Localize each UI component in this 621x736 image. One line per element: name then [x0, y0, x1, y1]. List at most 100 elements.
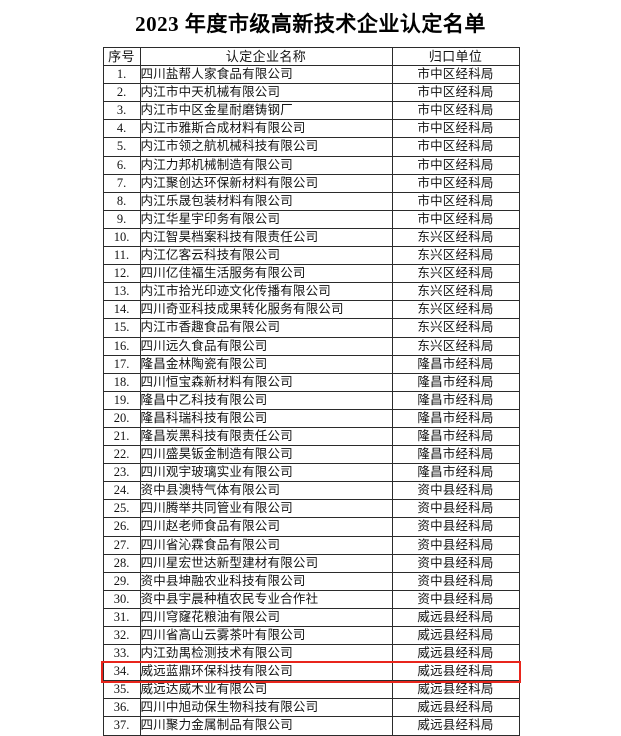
- cell-company-name: 四川恒宝森新材料有限公司: [139, 372, 393, 392]
- cell-authority: 东兴区经科局: [391, 318, 520, 338]
- cell-company-name: 内江乐晟包装材料有限公司: [139, 191, 393, 211]
- cell-index: 18.: [102, 372, 141, 392]
- cell-index: 19.: [102, 390, 141, 410]
- cell-index: 4.: [102, 119, 141, 139]
- column-header-authority: 归口单位: [391, 46, 520, 67]
- cell-index: 11.: [102, 246, 141, 266]
- cell-company-name: 内江市雅斯合成材料有限公司: [139, 119, 393, 139]
- cell-company-name: 隆昌金林陶瓷有限公司: [139, 354, 393, 374]
- cell-authority: 市中区经科局: [391, 173, 520, 193]
- table-row: 34. 威远蓝鼎环保科技有限公司 威远县经科局: [102, 662, 520, 682]
- cell-authority: 市中区经科局: [391, 65, 520, 85]
- cell-company-name: 四川赵老师食品有限公司: [139, 517, 393, 537]
- cell-authority: 东兴区经科局: [391, 264, 520, 284]
- cell-company-name: 四川聚力金属制品有限公司: [139, 716, 393, 736]
- cell-company-name: 内江智昊档案科技有限责任公司: [139, 227, 393, 248]
- cell-index: 3.: [102, 101, 141, 121]
- table-row: 28. 四川星宏世达新型建材有限公司 资中县经科局: [102, 553, 520, 573]
- cell-company-name: 四川中旭动保生物科技有限公司: [139, 698, 393, 718]
- table-row: 9. 内江华星宇印务有限公司 市中区经科局: [102, 209, 520, 229]
- table-container: 序号 认定企业名称 归口单位 1. 四川盐帮人家食品有限公司 市中区经科局 2. 内江市…: [100, 46, 521, 736]
- table-row: 6. 内江力邦机械制造有限公司 市中区经科局: [102, 155, 520, 175]
- cell-index: 24.: [102, 481, 141, 501]
- table-row: 7. 内江聚创达环保新材料有限公司 市中区经科局: [102, 173, 520, 193]
- cell-index: 36.: [102, 698, 141, 718]
- cell-company-name: 内江亿客云科技有限公司: [139, 246, 393, 266]
- cell-authority: 威远县经科局: [391, 698, 520, 718]
- cell-authority: 隆昌市经科局: [391, 408, 520, 428]
- page-title: 2023 年度市级高新技术企业认定名单: [135, 12, 486, 36]
- cell-authority: 资中县经科局: [391, 571, 520, 591]
- cell-index: 13.: [102, 282, 141, 302]
- cell-index: 34.: [102, 662, 141, 682]
- cell-index: 21.: [102, 426, 141, 447]
- table-row: 35. 威远达威木业有限公司 威远县经科局: [102, 680, 520, 700]
- cell-index: 14.: [102, 300, 141, 320]
- cell-authority: 威远县经科局: [391, 607, 520, 628]
- cell-index: 7.: [102, 173, 141, 193]
- table-row: 1. 四川盐帮人家食品有限公司 市中区经科局: [102, 65, 520, 85]
- cell-company-name: 四川省高山云雾茶叶有限公司: [139, 625, 393, 646]
- table-row: 5. 内江市领之航机械科技有限公司 市中区经科局: [102, 137, 520, 157]
- cell-company-name: 内江市拾光印迹文化传播有限公司: [139, 282, 393, 302]
- cell-authority: 市中区经科局: [391, 101, 520, 121]
- cell-index: 23.: [102, 463, 141, 483]
- table-row: 12. 四川亿佳福生活服务有限公司 东兴区经科局: [102, 264, 520, 284]
- cell-authority: 市中区经科局: [391, 83, 520, 103]
- cell-index: 8.: [102, 191, 141, 211]
- table-row: 10. 内江智昊档案科技有限责任公司 东兴区经科局: [102, 227, 520, 248]
- cell-index: 32.: [102, 625, 141, 646]
- table-row: 26. 四川赵老师食品有限公司 资中县经科局: [102, 517, 520, 537]
- cell-company-name: 四川盛昊钣金制造有限公司: [139, 445, 393, 465]
- cell-company-name: 隆昌炭黑科技有限责任公司: [139, 426, 393, 447]
- table-row: 4. 内江市雅斯合成材料有限公司 市中区经科局: [102, 119, 520, 139]
- table-row: 13. 内江市拾光印迹文化传播有限公司 东兴区经科局: [102, 282, 520, 302]
- table-row: 27. 四川省沁霖食品有限公司 资中县经科局: [102, 535, 520, 555]
- cell-authority: 威远县经科局: [391, 625, 520, 646]
- cell-company-name: 四川腾举共同管业有限公司: [139, 499, 393, 519]
- cell-authority: 隆昌市经科局: [391, 390, 520, 410]
- cell-index: 9.: [102, 209, 141, 229]
- table-row: 33. 内江劲禺检测技术有限公司 威远县经科局: [102, 644, 520, 664]
- cell-company-name: 四川远久食品有限公司: [139, 336, 393, 356]
- cell-authority: 市中区经科局: [391, 209, 520, 229]
- cell-authority: 隆昌市经科局: [391, 463, 520, 483]
- table-header-row: 序号 认定企业名称 归口单位: [102, 46, 520, 67]
- table-row: 24. 资中县澳特气体有限公司 资中县经科局: [102, 481, 520, 501]
- table-row: 14. 四川奇亚科技成果转化服务有限公司 东兴区经科局: [102, 300, 520, 320]
- cell-company-name: 资中县澳特气体有限公司: [139, 481, 393, 501]
- cell-authority: 威远县经科局: [391, 644, 520, 664]
- table-row: 20. 隆昌科瑞科技有限公司 隆昌市经科局: [102, 408, 520, 428]
- cell-index: 17.: [102, 354, 141, 374]
- cell-company-name: 内江劲禺检测技术有限公司: [139, 644, 393, 664]
- cell-authority: 威远县经科局: [391, 716, 520, 736]
- cell-index: 35.: [102, 680, 141, 700]
- cell-index: 37.: [102, 716, 141, 736]
- column-header-company: 认定企业名称: [139, 46, 393, 67]
- cell-company-name: 威远达威木业有限公司: [139, 680, 393, 700]
- table-row: 17. 隆昌金林陶瓷有限公司 隆昌市经科局: [102, 354, 520, 374]
- cell-company-name: 四川星宏世达新型建材有限公司: [139, 553, 393, 573]
- cell-index: 27.: [102, 535, 141, 555]
- table-row: 19. 隆昌中乙科技有限公司 隆昌市经科局: [102, 390, 520, 410]
- cell-index: 31.: [102, 607, 141, 628]
- cell-authority: 市中区经科局: [391, 119, 520, 139]
- cell-company-name: 四川亿佳福生活服务有限公司: [139, 264, 393, 284]
- cell-index: 20.: [102, 408, 141, 428]
- cell-authority: 威远县经科局: [391, 662, 520, 682]
- cell-company-name: 内江聚创达环保新材料有限公司: [139, 173, 393, 193]
- cell-company-name: 隆昌中乙科技有限公司: [139, 390, 393, 410]
- cell-company-name: 内江力邦机械制造有限公司: [139, 155, 393, 175]
- table-row: 8. 内江乐晟包装材料有限公司 市中区经科局: [102, 191, 520, 211]
- table-row: 29. 资中县坤融农业科技有限公司 资中县经科局: [102, 571, 520, 591]
- cell-authority: 资中县经科局: [391, 481, 520, 501]
- table-row: 32. 四川省高山云雾茶叶有限公司 威远县经科局: [102, 625, 520, 646]
- cell-company-name: 四川奇亚科技成果转化服务有限公司: [139, 300, 393, 320]
- cell-company-name: 内江市香趣食品有限公司: [139, 318, 393, 338]
- document-page: 2023 年度市级高新技术企业认定名单 序号 认定企业名称 归口单位 1. 四川盐…: [100, 12, 521, 736]
- cell-index: 2.: [102, 83, 141, 103]
- cell-company-name: 内江华星宇印务有限公司: [139, 209, 393, 229]
- table-row: 21. 隆昌炭黑科技有限责任公司 隆昌市经科局: [102, 426, 520, 447]
- cell-company-name: 资中县坤融农业科技有限公司: [139, 571, 393, 591]
- cell-index: 5.: [102, 137, 141, 157]
